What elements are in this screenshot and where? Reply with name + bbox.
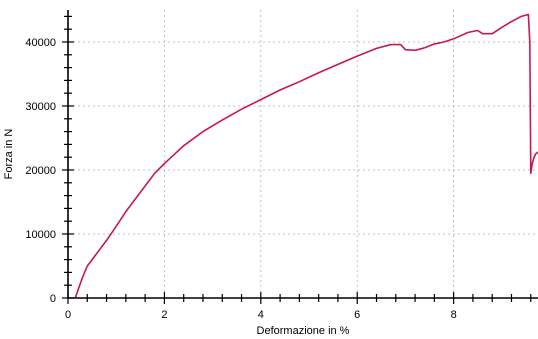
y-tick-label: 0 <box>50 293 56 305</box>
x-axis-label: Deformazione in % <box>257 325 350 337</box>
x-tick-label: 0 <box>65 309 71 321</box>
grid-lines <box>68 10 538 298</box>
x-tick-label: 8 <box>451 309 457 321</box>
y-axis-label: Forza in N <box>3 129 15 180</box>
x-tick-label: 4 <box>258 309 264 321</box>
axis-tick-labels: 0 2 4 6 8 0 10000 20000 30000 40000 <box>25 37 456 321</box>
y-tick-label: 30000 <box>25 101 56 113</box>
axis-ticks <box>62 15 532 304</box>
y-tick-label: 20000 <box>25 165 56 177</box>
y-tick-label: 10000 <box>25 229 56 241</box>
series-line-force <box>74 13 538 299</box>
y-tick-label: 40000 <box>25 37 56 49</box>
x-tick-label: 6 <box>354 309 360 321</box>
x-tick-label: 2 <box>161 309 167 321</box>
